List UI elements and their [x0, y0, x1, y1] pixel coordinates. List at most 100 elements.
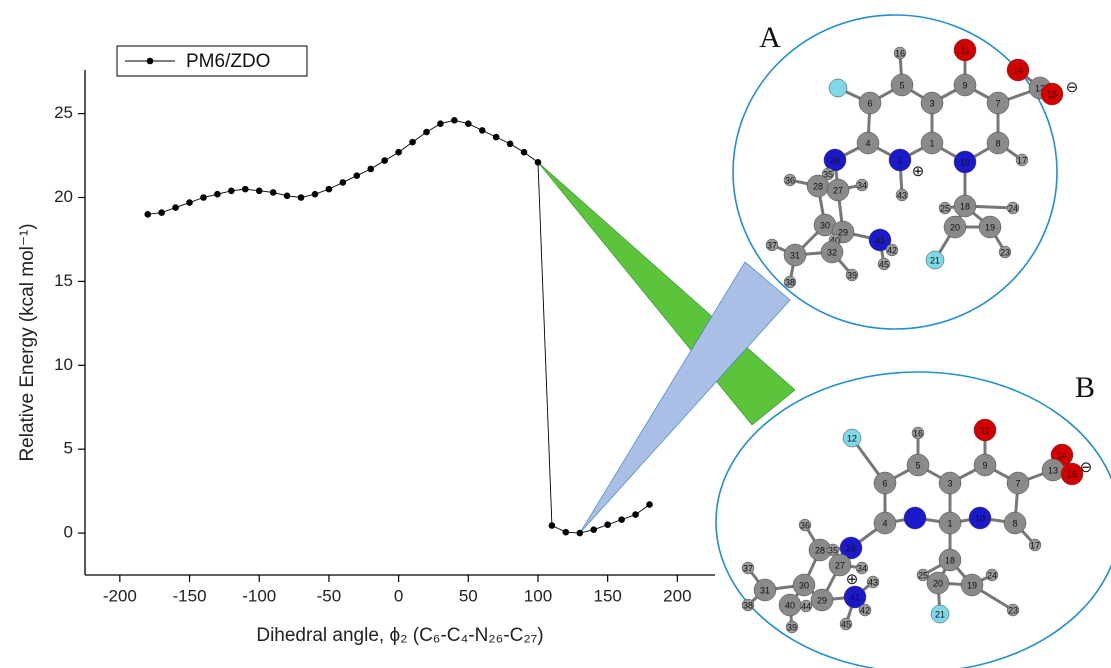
data-point: [284, 193, 291, 200]
data-point: [465, 120, 472, 127]
data-point: [646, 501, 653, 508]
data-point: [381, 157, 388, 164]
atom-label: 34: [857, 563, 867, 573]
x-tick-label: 150: [593, 586, 621, 605]
atom-label: 16: [913, 428, 923, 438]
atom-label: 41: [875, 235, 885, 245]
atom-label: 20: [950, 222, 960, 232]
atom-label: 25: [940, 203, 950, 213]
atom-label: 24: [1008, 203, 1018, 213]
charge: ⊖: [1080, 459, 1093, 476]
atom-label: 18: [960, 201, 970, 211]
atom-label: 13: [1048, 465, 1058, 475]
atom-label: 10: [975, 513, 985, 523]
data-point: [367, 166, 374, 173]
panel-ellipse: [733, 15, 1057, 329]
data-point: [395, 149, 402, 156]
atom-label: 30: [799, 580, 809, 590]
data-point: [604, 521, 611, 528]
atom-label: 40: [785, 600, 795, 610]
panel-letter: B: [1075, 371, 1095, 404]
atom-label: 11: [980, 425, 989, 435]
atom-label: 37: [743, 563, 753, 573]
atom-label: 27: [833, 185, 843, 195]
atom-label: 45: [879, 259, 889, 269]
y-tick-label: 5: [64, 439, 73, 458]
atom-label: 42: [887, 245, 897, 255]
atom-label: 2: [897, 155, 902, 165]
atom-label: 9: [982, 460, 987, 470]
x-tick-label: -150: [173, 586, 207, 605]
legend: PM6/ZDO: [117, 46, 307, 76]
atom-label: 32: [827, 247, 837, 257]
atom-label: 35: [828, 545, 838, 555]
legend-label: PM6/ZDO: [186, 51, 270, 72]
atom-label: 44: [801, 601, 811, 611]
atom-label: 1: [947, 518, 952, 528]
atom-label: 27: [835, 560, 845, 570]
atom-label: 11: [960, 45, 969, 55]
atom-label: 16: [895, 48, 905, 58]
atom-label: 8: [995, 138, 1000, 148]
data-point: [256, 187, 263, 194]
data-point: [200, 194, 207, 201]
atom-label: 3: [947, 478, 952, 488]
atom-label: 26: [830, 155, 840, 165]
data-point: [409, 139, 416, 146]
legend-marker: [147, 58, 154, 65]
atom-label: 28: [813, 181, 823, 191]
atom-label: 4: [882, 518, 887, 528]
atom-label: 41: [850, 592, 860, 602]
data-point: [493, 134, 500, 141]
x-tick-label: 0: [394, 586, 403, 605]
atom-label: 12: [847, 433, 857, 443]
atom-label: 7: [995, 98, 1000, 108]
atom-label: 21: [935, 609, 945, 619]
atom-label: 6: [882, 478, 887, 488]
y-axis-label: Relative Energy (kcal mol⁻¹): [17, 223, 38, 461]
data-point: [507, 141, 514, 148]
charge: ⊕: [912, 163, 925, 180]
atom: [904, 507, 926, 529]
atom-label: 39: [847, 270, 857, 280]
data-point: [270, 189, 277, 196]
atom-label: 20: [933, 578, 943, 588]
figure: -200-150-100-500501001502000510152025Dih…: [0, 0, 1111, 668]
data-point: [549, 522, 556, 529]
data-point: [423, 129, 430, 136]
atom-label: 39: [787, 622, 797, 632]
atom-label: 30: [820, 220, 830, 230]
atom-label: 45: [841, 619, 851, 629]
data-point: [144, 211, 151, 218]
atom-label: 15: [1047, 89, 1057, 99]
y-tick-label: 25: [54, 103, 73, 122]
atom-label: 6: [867, 98, 872, 108]
data-point: [479, 127, 486, 134]
atom-label: 34: [857, 180, 867, 190]
atom-label: 4: [865, 138, 870, 148]
x-tick-label: -100: [242, 586, 276, 605]
atom-label: 10: [960, 157, 970, 167]
data-point: [618, 516, 625, 523]
data-point: [563, 529, 570, 536]
x-tick-label: 50: [459, 586, 478, 605]
atom-label: 36: [800, 520, 810, 530]
atom-label: 17: [1030, 540, 1040, 550]
atom-label: 18: [945, 555, 955, 565]
x-tick-label: 200: [663, 586, 691, 605]
x-tick-label: 100: [524, 586, 552, 605]
atom-label: 43: [868, 577, 878, 587]
data-point: [298, 194, 305, 201]
atom-label: 21: [930, 255, 940, 265]
data-point: [632, 511, 639, 518]
x-tick-label: -50: [317, 586, 342, 605]
data-point: [242, 186, 249, 193]
data-point: [158, 209, 165, 216]
data-point: [577, 530, 584, 537]
y-tick-label: 10: [54, 355, 73, 374]
atom-label: 5: [899, 80, 904, 90]
data-point: [214, 191, 221, 198]
atom-label: 28: [815, 545, 825, 555]
atom-label: 9: [962, 80, 967, 90]
